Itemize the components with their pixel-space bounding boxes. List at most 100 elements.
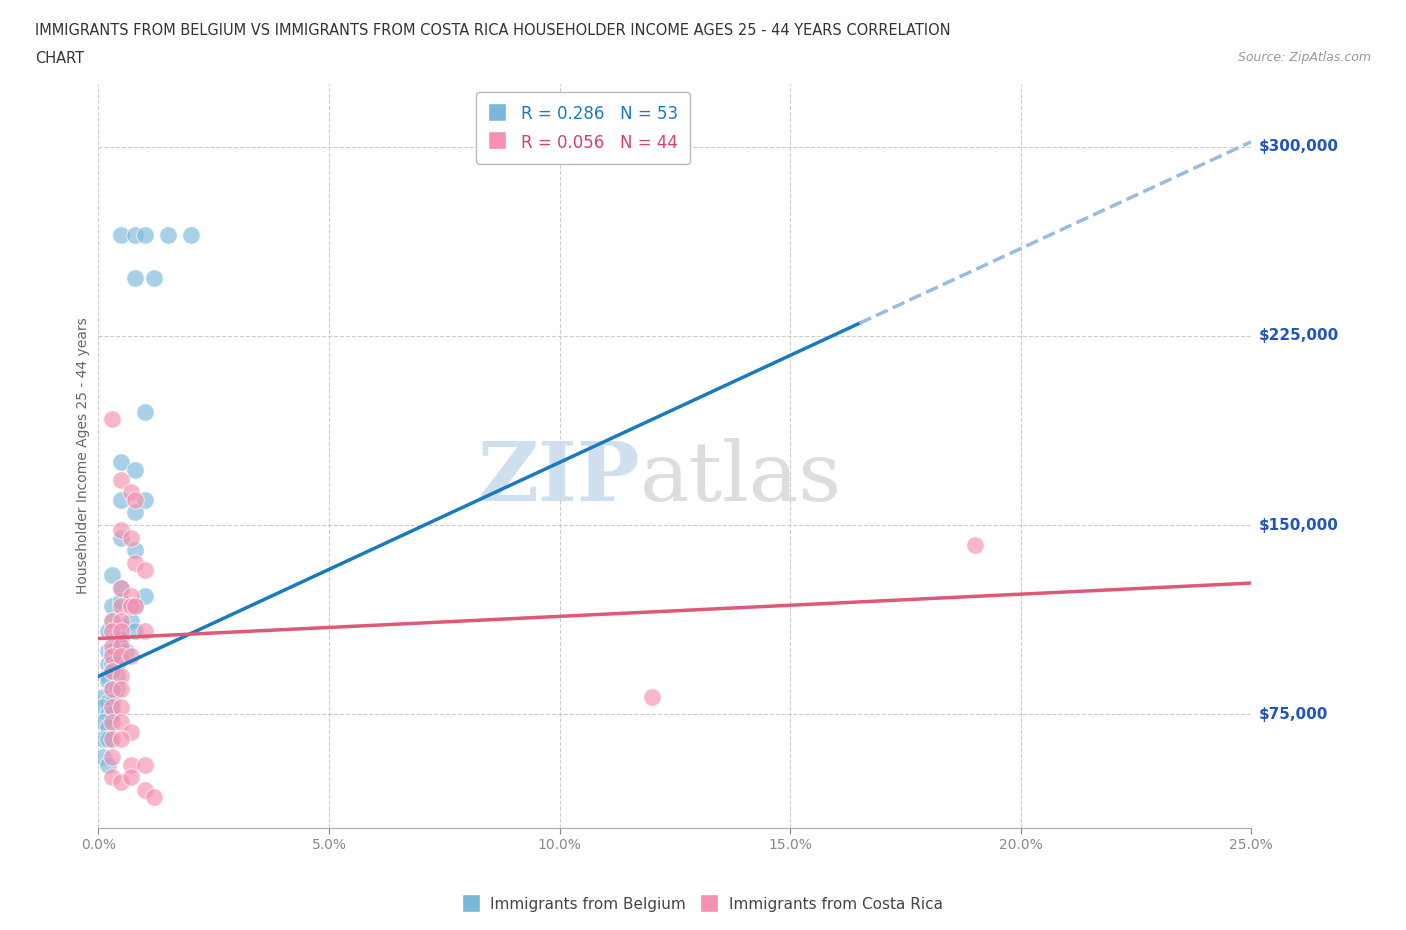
Point xyxy=(110,593,132,608)
Point xyxy=(101,732,124,747)
Text: atlas: atlas xyxy=(640,438,842,518)
Point xyxy=(101,714,124,729)
Point xyxy=(134,228,156,243)
Text: CHART: CHART xyxy=(35,51,84,66)
Point xyxy=(101,644,124,658)
Point xyxy=(124,505,146,520)
Point xyxy=(124,271,146,286)
Point xyxy=(101,657,124,671)
Point xyxy=(97,707,120,722)
Point xyxy=(110,699,132,714)
Point xyxy=(110,523,132,538)
Point xyxy=(101,598,124,613)
Point xyxy=(120,724,142,739)
Point xyxy=(101,623,124,638)
Point xyxy=(91,714,114,729)
Point xyxy=(101,664,124,679)
Point xyxy=(101,649,124,664)
Point xyxy=(120,770,142,785)
Point xyxy=(110,228,132,243)
Point xyxy=(105,682,128,697)
Point xyxy=(120,485,142,499)
Point xyxy=(97,720,120,735)
Point xyxy=(110,472,132,487)
Point xyxy=(91,689,114,704)
Point xyxy=(110,530,132,545)
Point xyxy=(110,580,132,595)
Point xyxy=(110,639,132,654)
Point xyxy=(134,589,156,604)
Legend: Immigrants from Belgium, Immigrants from Costa Rica: Immigrants from Belgium, Immigrants from… xyxy=(457,891,949,918)
Point xyxy=(115,644,138,658)
Point xyxy=(124,462,146,477)
Point xyxy=(101,682,124,697)
Point xyxy=(101,707,124,722)
Text: IMMIGRANTS FROM BELGIUM VS IMMIGRANTS FROM COSTA RICA HOUSEHOLDER INCOME AGES 25: IMMIGRANTS FROM BELGIUM VS IMMIGRANTS FR… xyxy=(35,23,950,38)
Text: $300,000: $300,000 xyxy=(1258,140,1339,154)
Point xyxy=(124,555,146,570)
Point xyxy=(134,623,156,638)
Text: $150,000: $150,000 xyxy=(1258,518,1339,533)
Point xyxy=(641,689,664,704)
Point xyxy=(120,598,142,613)
Point xyxy=(101,614,124,629)
Point xyxy=(110,623,132,638)
Point xyxy=(963,538,986,552)
Point xyxy=(124,543,146,558)
Point xyxy=(110,614,132,629)
Point xyxy=(110,580,132,595)
Point xyxy=(97,674,120,689)
Point xyxy=(101,750,124,764)
Point xyxy=(97,757,120,772)
Point xyxy=(124,598,146,613)
Point xyxy=(101,568,124,583)
Point xyxy=(110,682,132,697)
Point xyxy=(101,682,124,697)
Point xyxy=(105,669,128,684)
Point xyxy=(120,614,142,629)
Legend: R = 0.286   N = 53, R = 0.056   N = 44: R = 0.286 N = 53, R = 0.056 N = 44 xyxy=(475,92,689,165)
Point xyxy=(110,455,132,470)
Point xyxy=(101,694,124,709)
Point xyxy=(101,664,124,679)
Point xyxy=(120,530,142,545)
Point xyxy=(97,623,120,638)
Point xyxy=(124,492,146,507)
Point xyxy=(134,405,156,419)
Point xyxy=(120,589,142,604)
Text: $225,000: $225,000 xyxy=(1258,328,1339,343)
Point xyxy=(101,639,124,654)
Point xyxy=(124,228,146,243)
Point xyxy=(110,714,132,729)
Point xyxy=(142,790,165,804)
Point xyxy=(134,563,156,578)
Text: Source: ZipAtlas.com: Source: ZipAtlas.com xyxy=(1237,51,1371,64)
Point xyxy=(101,614,124,629)
Point xyxy=(180,228,202,243)
Point xyxy=(124,598,146,613)
Point xyxy=(97,694,120,709)
Point xyxy=(120,757,142,772)
Point xyxy=(97,644,120,658)
Point xyxy=(156,228,179,243)
Point xyxy=(91,699,114,714)
Point xyxy=(110,631,132,646)
Point xyxy=(134,492,156,507)
Point xyxy=(110,732,132,747)
Point xyxy=(110,598,132,613)
Point xyxy=(91,750,114,764)
Point xyxy=(97,669,120,684)
Point xyxy=(124,623,146,638)
Point xyxy=(110,492,132,507)
Point xyxy=(142,271,165,286)
Point xyxy=(97,732,120,747)
Point xyxy=(105,631,128,646)
Point xyxy=(110,644,132,658)
Point xyxy=(91,732,114,747)
Point xyxy=(120,649,142,664)
Point xyxy=(101,699,124,714)
Point xyxy=(110,649,132,664)
Text: $75,000: $75,000 xyxy=(1258,707,1327,722)
Point xyxy=(101,770,124,785)
Point xyxy=(97,657,120,671)
